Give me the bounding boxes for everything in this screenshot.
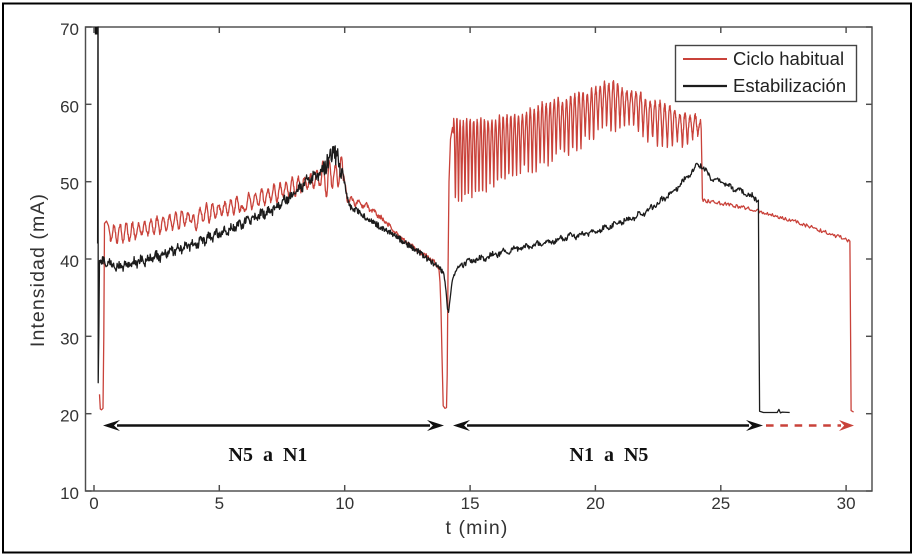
svg-text:t (min): t (min) [446, 517, 509, 539]
svg-text:70: 70 [60, 20, 79, 39]
svg-text:20: 20 [60, 407, 79, 426]
svg-text:N1 a N5: N1 a N5 [570, 444, 649, 466]
svg-text:20: 20 [586, 494, 605, 513]
svg-text:0: 0 [89, 494, 98, 513]
svg-text:10: 10 [60, 484, 79, 503]
svg-text:40: 40 [60, 252, 79, 271]
svg-text:Intensidad (mA): Intensidad (mA) [27, 193, 49, 347]
svg-text:15: 15 [461, 494, 480, 513]
svg-text:Estabilización: Estabilización [733, 75, 846, 96]
svg-text:10: 10 [335, 494, 354, 513]
svg-text:25: 25 [711, 494, 730, 513]
svg-text:5: 5 [215, 494, 224, 513]
svg-text:30: 30 [60, 329, 79, 348]
svg-text:60: 60 [60, 97, 79, 116]
svg-text:Ciclo habitual: Ciclo habitual [733, 48, 844, 69]
svg-text:30: 30 [837, 494, 856, 513]
svg-text:50: 50 [60, 175, 79, 194]
svg-text:N5 a N1: N5 a N1 [229, 444, 308, 466]
